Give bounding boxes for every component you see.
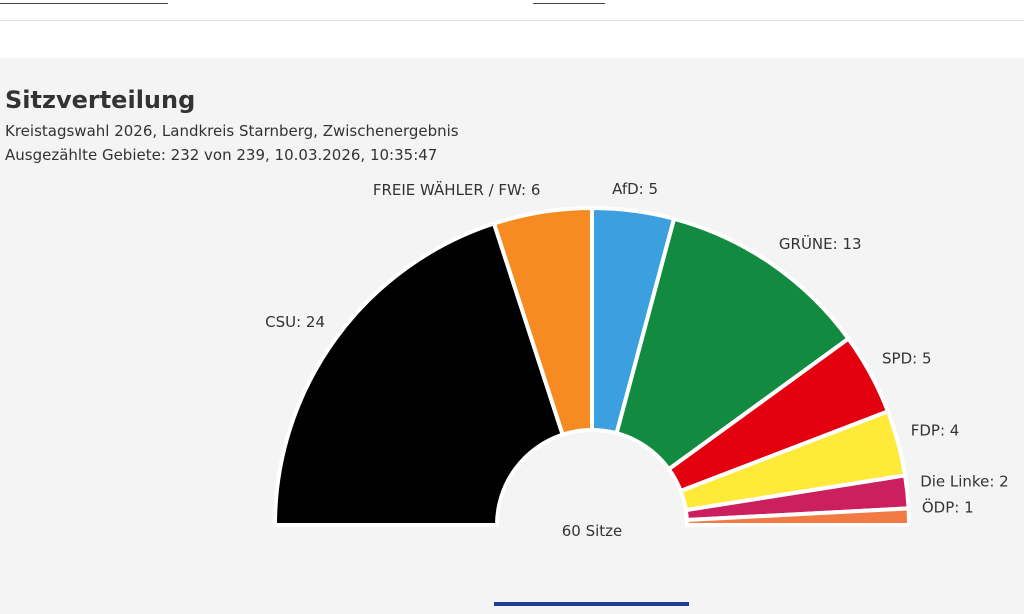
active-tab-indicator xyxy=(494,602,689,606)
slice--dp[interactable] xyxy=(684,506,912,527)
chart-title: Sitzverteilung xyxy=(5,86,196,114)
chart-subtitle: Kreistagswahl 2026, Landkreis Starnberg,… xyxy=(5,122,459,140)
slice-label: Die Linke: 2 xyxy=(920,473,1009,491)
top-link-right[interactable] xyxy=(533,0,605,4)
slice-label: FDP: 4 xyxy=(911,422,960,440)
slice-label: CSU: 24 xyxy=(265,313,325,331)
slice-label: ÖDP: 1 xyxy=(922,497,974,516)
top-link-left[interactable] xyxy=(0,0,168,4)
slice-csu[interactable] xyxy=(272,220,566,527)
count-status: Ausgezählte Gebiete: 232 von 239, 10.03.… xyxy=(5,146,438,164)
slice-label: FREIE WÄHLER / FW: 6 xyxy=(373,180,541,199)
slice-label: AfD: 5 xyxy=(612,180,658,198)
slice-label: SPD: 5 xyxy=(882,350,931,368)
slice-label: GRÜNE: 13 xyxy=(779,234,862,253)
divider xyxy=(0,20,1024,21)
total-seats-label: 60 Sitze xyxy=(562,522,623,540)
slice-gr-ne[interactable] xyxy=(614,216,852,472)
